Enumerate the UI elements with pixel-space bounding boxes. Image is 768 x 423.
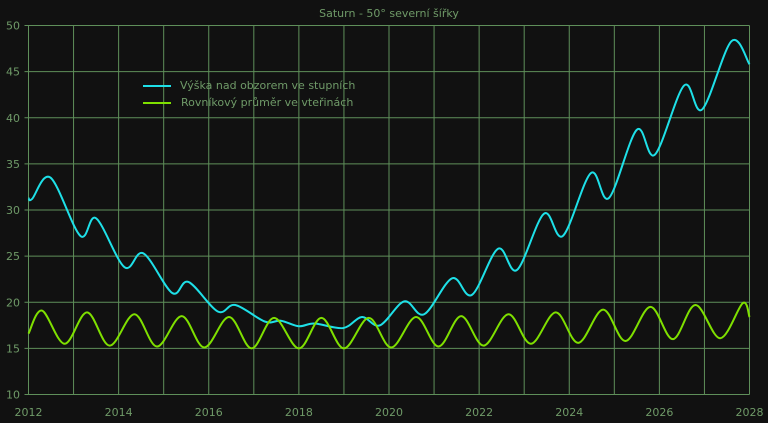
- x-tick-label: 2028: [736, 406, 764, 419]
- y-tick-label: 50: [6, 20, 20, 33]
- legend: Výška nad obzorem ve stupních Rovníkový …: [143, 79, 355, 109]
- y-tick-label: 10: [6, 389, 20, 402]
- x-tick-label: 2018: [285, 406, 313, 419]
- x-tick-label: 2026: [645, 406, 673, 419]
- y-tick-label: 25: [6, 250, 20, 263]
- x-tick-label: 2020: [375, 406, 403, 419]
- y-tick-label: 35: [6, 158, 20, 171]
- chart-title: Saturn - 50° severní šířky: [319, 7, 459, 20]
- x-axis-ticks: 2012 2014 2016 2018 2020 2022 2024 2026 2028: [15, 406, 764, 419]
- series-lines: [27, 38, 751, 350]
- x-tick-label: 2024: [555, 406, 583, 419]
- legend-label-altitude: Výška nad obzorem ve stupních: [180, 79, 355, 92]
- grid: [24, 25, 750, 395]
- x-tick-label: 2022: [465, 406, 493, 419]
- y-tick-label: 20: [6, 296, 20, 309]
- y-tick-label: 45: [6, 66, 20, 79]
- y-axis-ticks: 10 15 20 25 30 35 40 45 50: [6, 20, 20, 402]
- legend-label-diameter: Rovníkový průměr ve vteřinách: [181, 96, 353, 109]
- x-tick-label: 2016: [195, 406, 223, 419]
- x-tick-label: 2014: [105, 406, 133, 419]
- y-tick-label: 15: [6, 342, 20, 355]
- diameter-line: [27, 301, 751, 350]
- x-tick-label: 2012: [15, 406, 43, 419]
- y-tick-label: 30: [6, 204, 20, 217]
- y-tick-label: 40: [6, 112, 20, 125]
